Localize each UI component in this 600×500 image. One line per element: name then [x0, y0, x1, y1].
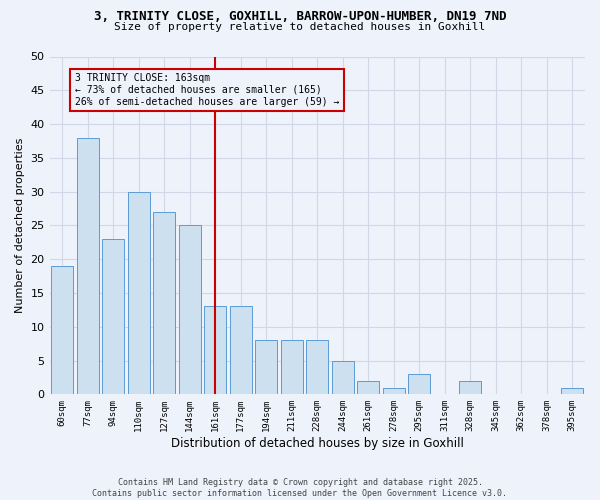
Bar [409, 374, 430, 394]
Bar [460, 381, 481, 394]
Bar [205, 306, 226, 394]
Bar [332, 360, 353, 394]
Bar [256, 340, 277, 394]
Bar [307, 340, 328, 394]
Bar [383, 388, 404, 394]
Text: 3, TRINITY CLOSE, GOXHILL, BARROW-UPON-HUMBER, DN19 7ND: 3, TRINITY CLOSE, GOXHILL, BARROW-UPON-H… [94, 10, 506, 23]
Bar [358, 381, 379, 394]
Bar [128, 192, 149, 394]
Bar [179, 226, 200, 394]
Bar [281, 340, 302, 394]
Bar [230, 306, 251, 394]
Bar [77, 138, 98, 394]
Bar [103, 239, 124, 394]
Text: 3 TRINITY CLOSE: 163sqm
← 73% of detached houses are smaller (165)
26% of semi-d: 3 TRINITY CLOSE: 163sqm ← 73% of detache… [75, 74, 340, 106]
Bar [154, 212, 175, 394]
Bar [52, 266, 73, 394]
Bar [562, 388, 583, 394]
Y-axis label: Number of detached properties: Number of detached properties [15, 138, 25, 313]
Text: Contains HM Land Registry data © Crown copyright and database right 2025.
Contai: Contains HM Land Registry data © Crown c… [92, 478, 508, 498]
Text: Size of property relative to detached houses in Goxhill: Size of property relative to detached ho… [115, 22, 485, 32]
X-axis label: Distribution of detached houses by size in Goxhill: Distribution of detached houses by size … [171, 437, 464, 450]
